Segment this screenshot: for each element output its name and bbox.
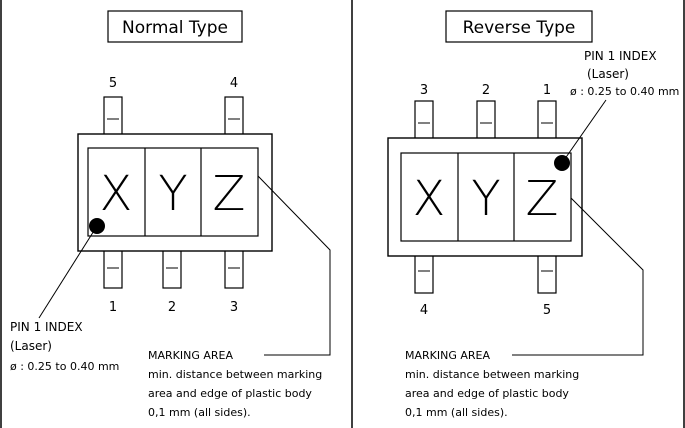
reverse-pin-label-5: 5 <box>543 303 551 318</box>
normal-type-panel: Normal Type 5 4 1 2 3 X Y Z PIN 1 INDEX … <box>10 10 331 419</box>
reverse-pin-2 <box>476 100 496 140</box>
reverse-marking-line-2: area and edge of plastic body <box>405 387 569 400</box>
reverse-pin-1 <box>537 100 557 140</box>
normal-pin-4 <box>224 96 244 136</box>
normal-marking-line-1: min. distance between marking <box>148 368 322 381</box>
reverse-marking-title: MARKING AREA <box>405 349 490 362</box>
reverse-pin1-index-diameter: ø : 0.25 to 0.40 mm <box>570 85 679 98</box>
reverse-pin-5 <box>537 254 557 294</box>
normal-marking-line-2: area and edge of plastic body <box>148 387 312 400</box>
normal-pin1-index-diameter: ø : 0.25 to 0.40 mm <box>10 360 119 373</box>
normal-pin1-index-sub: (Laser) <box>10 339 52 353</box>
normal-pin-label-1: 1 <box>109 300 117 315</box>
reverse-pin1-index-title: PIN 1 INDEX <box>584 49 657 63</box>
normal-title: Normal Type <box>122 18 228 38</box>
normal-pin1-index-title: PIN 1 INDEX <box>10 320 83 334</box>
reverse-pin-3 <box>414 100 434 140</box>
normal-pin-5 <box>103 96 123 136</box>
reverse-pin-label-4: 4 <box>420 303 428 318</box>
reverse-pin-label-3: 3 <box>420 83 428 98</box>
reverse-marking-leader <box>512 197 644 356</box>
reverse-marking-line-1: min. distance between marking <box>405 368 579 381</box>
normal-marking-line-3: 0,1 mm (all sides). <box>148 406 251 419</box>
normal-pin-label-4: 4 <box>230 76 238 91</box>
normal-pin-label-5: 5 <box>109 76 117 91</box>
reverse-letter-y: Y <box>471 171 500 227</box>
normal-pin-3 <box>224 249 244 289</box>
reverse-title: Reverse Type <box>463 18 576 38</box>
normal-marking-leader <box>257 175 331 356</box>
normal-pin-label-2: 2 <box>168 300 176 315</box>
reverse-marking-area <box>400 152 572 242</box>
normal-pin-label-3: 3 <box>230 300 238 315</box>
reverse-letter-z: Z <box>526 171 559 227</box>
normal-pin-2 <box>162 249 182 289</box>
reverse-pin1-index-sub: (Laser) <box>587 67 629 81</box>
reverse-pin-4 <box>414 254 434 294</box>
normal-marking-area <box>87 147 259 237</box>
normal-package-body <box>77 133 273 252</box>
normal-pin-1 <box>103 249 123 289</box>
reverse-package-body <box>387 137 583 257</box>
reverse-pin-label-2: 2 <box>482 83 490 98</box>
reverse-pin-label-1: 1 <box>543 83 551 98</box>
normal-letter-x: X <box>100 166 133 222</box>
normal-title-box <box>107 10 243 43</box>
normal-letter-z: Z <box>213 166 246 222</box>
reverse-title-box <box>445 10 593 43</box>
normal-letter-y: Y <box>158 166 187 222</box>
reverse-marking-line-3: 0,1 mm (all sides). <box>405 406 508 419</box>
normal-marking-title: MARKING AREA <box>148 349 233 362</box>
reverse-pin1-leader <box>561 99 607 164</box>
reverse-letter-x: X <box>413 171 446 227</box>
normal-pin1-leader <box>38 225 98 319</box>
reverse-type-panel: Reverse Type PIN 1 INDEX (Laser) ø : 0.2… <box>387 10 679 419</box>
